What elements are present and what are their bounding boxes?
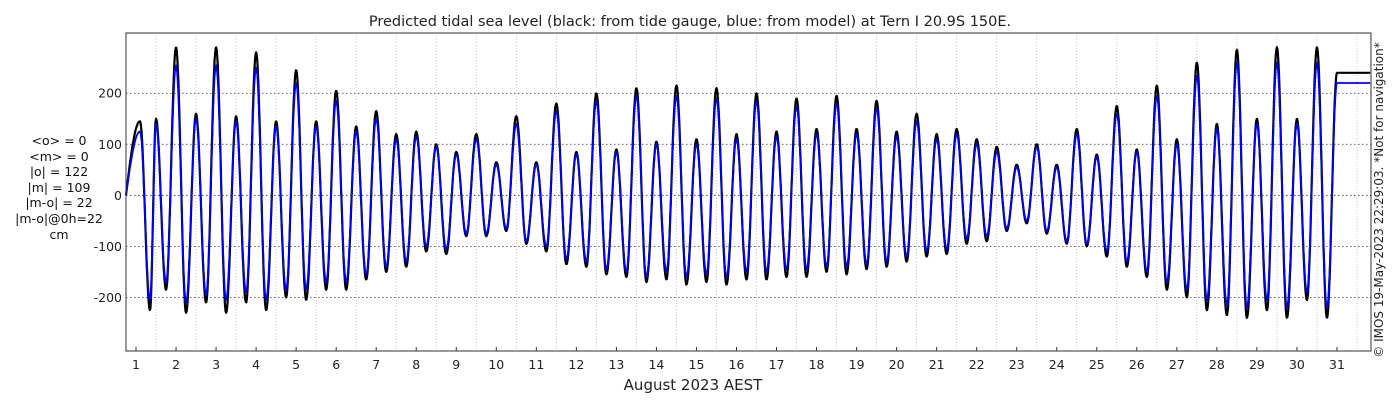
stat-abs-model: |m| = 109 [27, 179, 91, 195]
stat-mean-model: <m> = 0 [29, 148, 89, 164]
x-tick-label: 1 [132, 357, 140, 372]
x-tick-label: 4 [252, 357, 260, 372]
y-axis-ticks: -200 -100 0 100 200 [94, 86, 122, 305]
x-tick-label: 7 [372, 357, 380, 372]
y-tick-label: -200 [94, 290, 122, 305]
x-tick-label: 21 [929, 357, 945, 372]
x-tick-label: 20 [889, 357, 905, 372]
x-tick-label: 25 [1089, 357, 1105, 372]
x-tick-label: 12 [568, 357, 584, 372]
x-tick-label: 16 [729, 357, 745, 372]
x-tick-label: 30 [1289, 357, 1305, 372]
y-tick-label: 200 [98, 86, 122, 101]
y-tick-label: 0 [114, 188, 122, 203]
stat-abs-diff-0h: |m-o|@0h=22 [15, 210, 103, 226]
x-tick-label: 2 [172, 357, 180, 372]
stat-abs-diff: |m-o| = 22 [25, 195, 93, 211]
x-tick-label: 24 [1049, 357, 1065, 372]
y-tick-label: -100 [94, 239, 122, 254]
x-tick-label: 19 [849, 357, 865, 372]
plot-frame [125, 32, 1372, 352]
x-tick-label: 5 [292, 357, 300, 372]
stat-mean-observed: <o> = 0 [31, 133, 87, 148]
x-axis-label: August 2023 AEST [624, 376, 763, 394]
x-tick-label: 11 [528, 357, 544, 372]
stat-abs-observed: |o| = 122 [29, 164, 89, 180]
chart-title: Predicted tidal sea level (black: from t… [369, 14, 1011, 30]
x-tick-label: 17 [769, 357, 785, 372]
x-tick-label: 31 [1329, 357, 1345, 372]
x-tick-label: 27 [1169, 357, 1185, 372]
x-tick-label: 3 [212, 357, 220, 372]
x-tick-label: 10 [488, 357, 504, 372]
x-tick-label: 15 [689, 357, 705, 372]
copyright-text: © IMOS 19-May-2023 22:29:03. *Not for na… [1372, 42, 1386, 358]
x-tick-label: 14 [648, 357, 664, 372]
x-tick-label: 23 [1009, 357, 1025, 372]
x-tick-label: 6 [332, 357, 340, 372]
series-layer [124, 46, 1371, 319]
statistics-panel: <o> = 0 <m> = 0 |o| = 122 |m| = 109 |m-o… [4, 133, 114, 242]
x-tick-label: 26 [1129, 357, 1145, 372]
x-axis-ticks: 1 2 3 4 5 6 7 8 9 10 11 12 13 14 15 16 17 18 19 20 21 22 23 24 2… [132, 347, 1345, 372]
x-tick-label: 28 [1209, 357, 1225, 372]
x-tick-label: 18 [809, 357, 825, 372]
series-line-model [125, 61, 1371, 309]
y-tick-label: 100 [98, 137, 122, 152]
x-tick-label: 8 [412, 357, 420, 372]
x-tick-label: 9 [452, 357, 460, 372]
x-tick-label: 13 [608, 357, 624, 372]
stat-units: cm [49, 226, 69, 242]
x-tick-label: 22 [969, 357, 985, 372]
x-tick-label: 29 [1249, 357, 1265, 372]
